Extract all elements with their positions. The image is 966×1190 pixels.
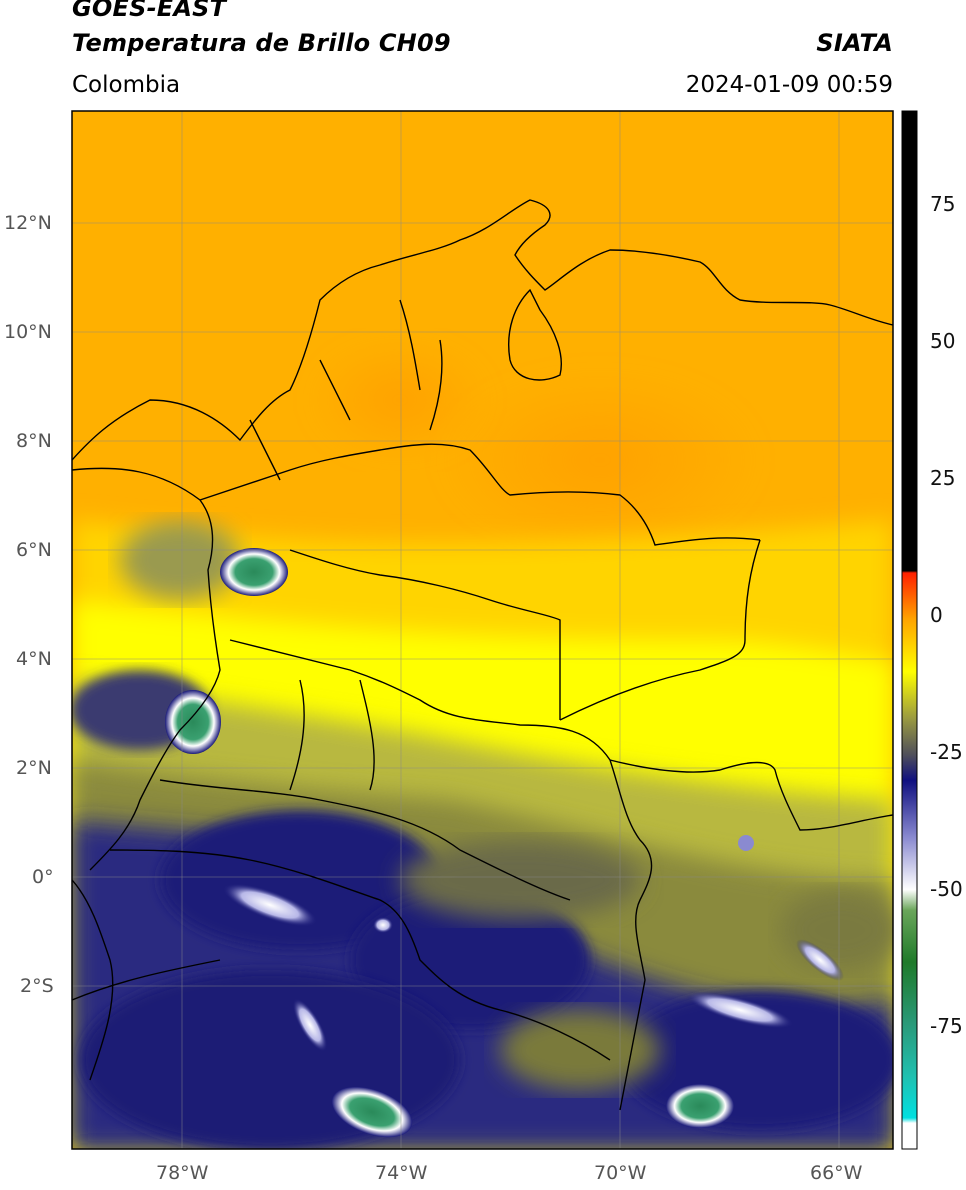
lat-label-2s: 2°S <box>20 975 54 997</box>
region-label: Colombia <box>72 72 181 98</box>
title-satellite: GOES-EAST <box>72 0 227 22</box>
lon-label-74w: 74°W <box>375 1162 428 1184</box>
lat-label-4n: 4°N <box>16 648 52 670</box>
lon-label-70w: 70°W <box>594 1162 647 1184</box>
title-product: Temperatura de Brillo CH09 <box>72 29 451 57</box>
colorbar-tick-minus50: -50 <box>930 877 963 901</box>
map-frame <box>71 110 894 1150</box>
lat-label-10n: 10°N <box>4 321 52 343</box>
graticule <box>72 111 893 1149</box>
colorbar-tick-minus75: -75 <box>930 1014 963 1038</box>
colorbar <box>901 110 918 1150</box>
lat-label-12n: 12°N <box>4 212 52 234</box>
lon-label-66w: 66°W <box>810 1162 863 1184</box>
borders-coastlines <box>72 199 893 1111</box>
lat-label-6n: 6°N <box>16 539 52 561</box>
colorbar-scale <box>901 110 918 1150</box>
lat-label-8n: 8°N <box>16 430 52 452</box>
brightness-temperature-field <box>72 111 893 1149</box>
lon-label-78w: 78°W <box>156 1162 209 1184</box>
lat-label-2n: 2°N <box>16 757 52 779</box>
colorbar-tick-25: 25 <box>930 466 956 490</box>
colorbar-tick-75: 75 <box>930 192 956 216</box>
colorbar-tick-0: 0 <box>930 603 943 627</box>
source-label: SIATA <box>816 29 893 57</box>
colorbar-tick-minus25: -25 <box>930 740 963 764</box>
colorbar-tick-50: 50 <box>930 329 956 353</box>
datetime-label: 2024-01-09 00:59 <box>685 72 893 98</box>
lat-label-0: 0° <box>32 866 54 888</box>
